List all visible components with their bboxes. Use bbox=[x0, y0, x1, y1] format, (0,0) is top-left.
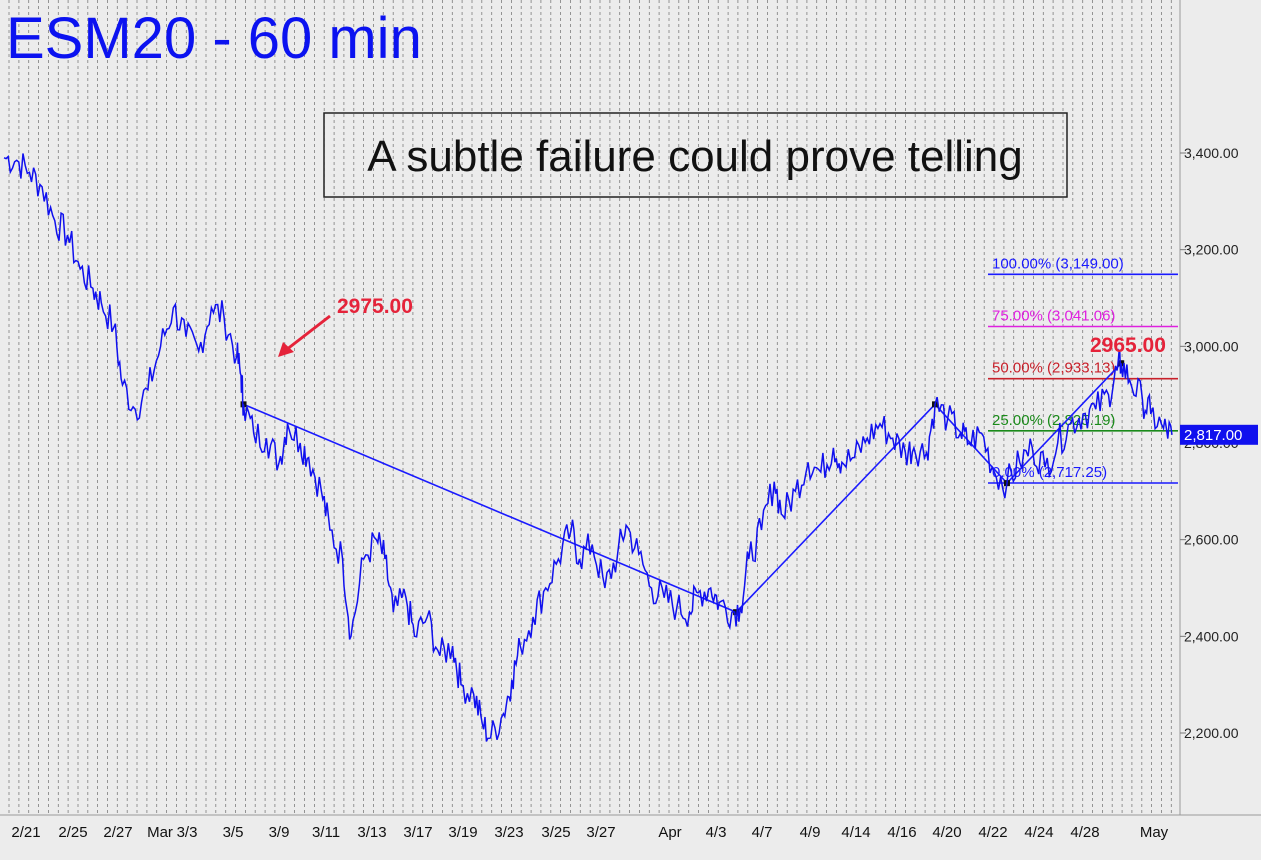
x-tick-label: 3/5 bbox=[223, 824, 244, 841]
x-tick-label: May bbox=[1140, 824, 1169, 841]
price-series bbox=[3, 153, 1173, 742]
x-tick-label: 3/9 bbox=[269, 824, 290, 841]
x-tick-label: 3/23 bbox=[494, 824, 523, 841]
x-tick-label: 4/9 bbox=[800, 824, 821, 841]
swing-lines bbox=[240, 360, 1125, 616]
y-tick-label: 3,000.00 bbox=[1184, 338, 1239, 354]
x-tick-label: 3/11 bbox=[312, 824, 340, 841]
x-tick-label: 3/3 bbox=[177, 824, 198, 841]
y-tick-label: 2,200.00 bbox=[1184, 725, 1239, 741]
swing-segment bbox=[1006, 362, 1122, 484]
y-tick-label: 3,400.00 bbox=[1184, 145, 1239, 161]
annotation-arrow-head bbox=[278, 342, 294, 357]
x-tick-label: 4/20 bbox=[932, 824, 961, 841]
x-tick-label: 4/14 bbox=[841, 824, 870, 841]
annotations: 2975.00 2965.00 bbox=[278, 295, 1166, 357]
fib-level-label: 25.00% (2,825.19) bbox=[992, 412, 1115, 429]
headline-text: A subtle failure could prove telling bbox=[367, 132, 1023, 181]
swing-point bbox=[733, 609, 740, 616]
y-tick-label: 3,200.00 bbox=[1184, 242, 1239, 258]
y-axis-ticks: 3,400.003,200.003,000.002,800.002,600.00… bbox=[1180, 145, 1239, 741]
x-axis-ticks: 2/21 2/25 2/27 Mar 3/3 3/5 3/9 3/11 3/13 3/17 3/19… bbox=[11, 824, 1168, 841]
vertical-grid bbox=[8, 0, 1172, 815]
x-tick-label: 4/7 bbox=[752, 824, 773, 841]
headline-box bbox=[323, 112, 1068, 198]
fib-level-label: 75.00% (3,041.06) bbox=[992, 307, 1115, 324]
annotation-arrow-shaft bbox=[285, 314, 331, 352]
x-tick-label: 3/13 bbox=[357, 824, 386, 841]
fib-level-label: 50.00% (2,933.13) bbox=[992, 360, 1115, 377]
x-tick-label: 2/21 bbox=[11, 824, 40, 841]
x-tick-label: 3/19 bbox=[448, 824, 477, 841]
x-tick-label: 4/3 bbox=[706, 824, 727, 841]
fib-level-label: 100.00% (3,149.00) bbox=[992, 255, 1124, 272]
chart-title: ESM20 - 60 min bbox=[6, 6, 422, 71]
x-tick-label: 3/25 bbox=[541, 824, 570, 841]
last-price-badge-bg bbox=[1180, 424, 1258, 445]
x-tick-label: 4/24 bbox=[1024, 824, 1053, 841]
x-tick-label: 4/28 bbox=[1070, 824, 1099, 841]
x-tick-label: Apr bbox=[658, 824, 681, 841]
price-line bbox=[3, 153, 1173, 742]
x-tick-label: 4/16 bbox=[887, 824, 916, 841]
x-tick-label: 4/22 bbox=[978, 824, 1007, 841]
x-tick-label: 3/17 bbox=[403, 824, 432, 841]
x-tick-label: 3/27 bbox=[586, 824, 615, 841]
last-price-badge: 2,817.00 bbox=[1180, 424, 1258, 445]
x-tick-label: 2/27 bbox=[103, 824, 132, 841]
annotation-2965: 2965.00 bbox=[1090, 334, 1166, 357]
swing-segment bbox=[243, 403, 737, 613]
swing-segment bbox=[735, 403, 936, 613]
y-tick-label: 2,600.00 bbox=[1184, 532, 1239, 548]
last-price-label: 2,817.00 bbox=[1184, 427, 1242, 444]
annotation-2975: 2975.00 bbox=[337, 295, 413, 318]
x-tick-label: Mar bbox=[147, 824, 173, 841]
y-tick-label: 2,400.00 bbox=[1184, 628, 1239, 644]
x-tick-label: 2/25 bbox=[58, 824, 87, 841]
